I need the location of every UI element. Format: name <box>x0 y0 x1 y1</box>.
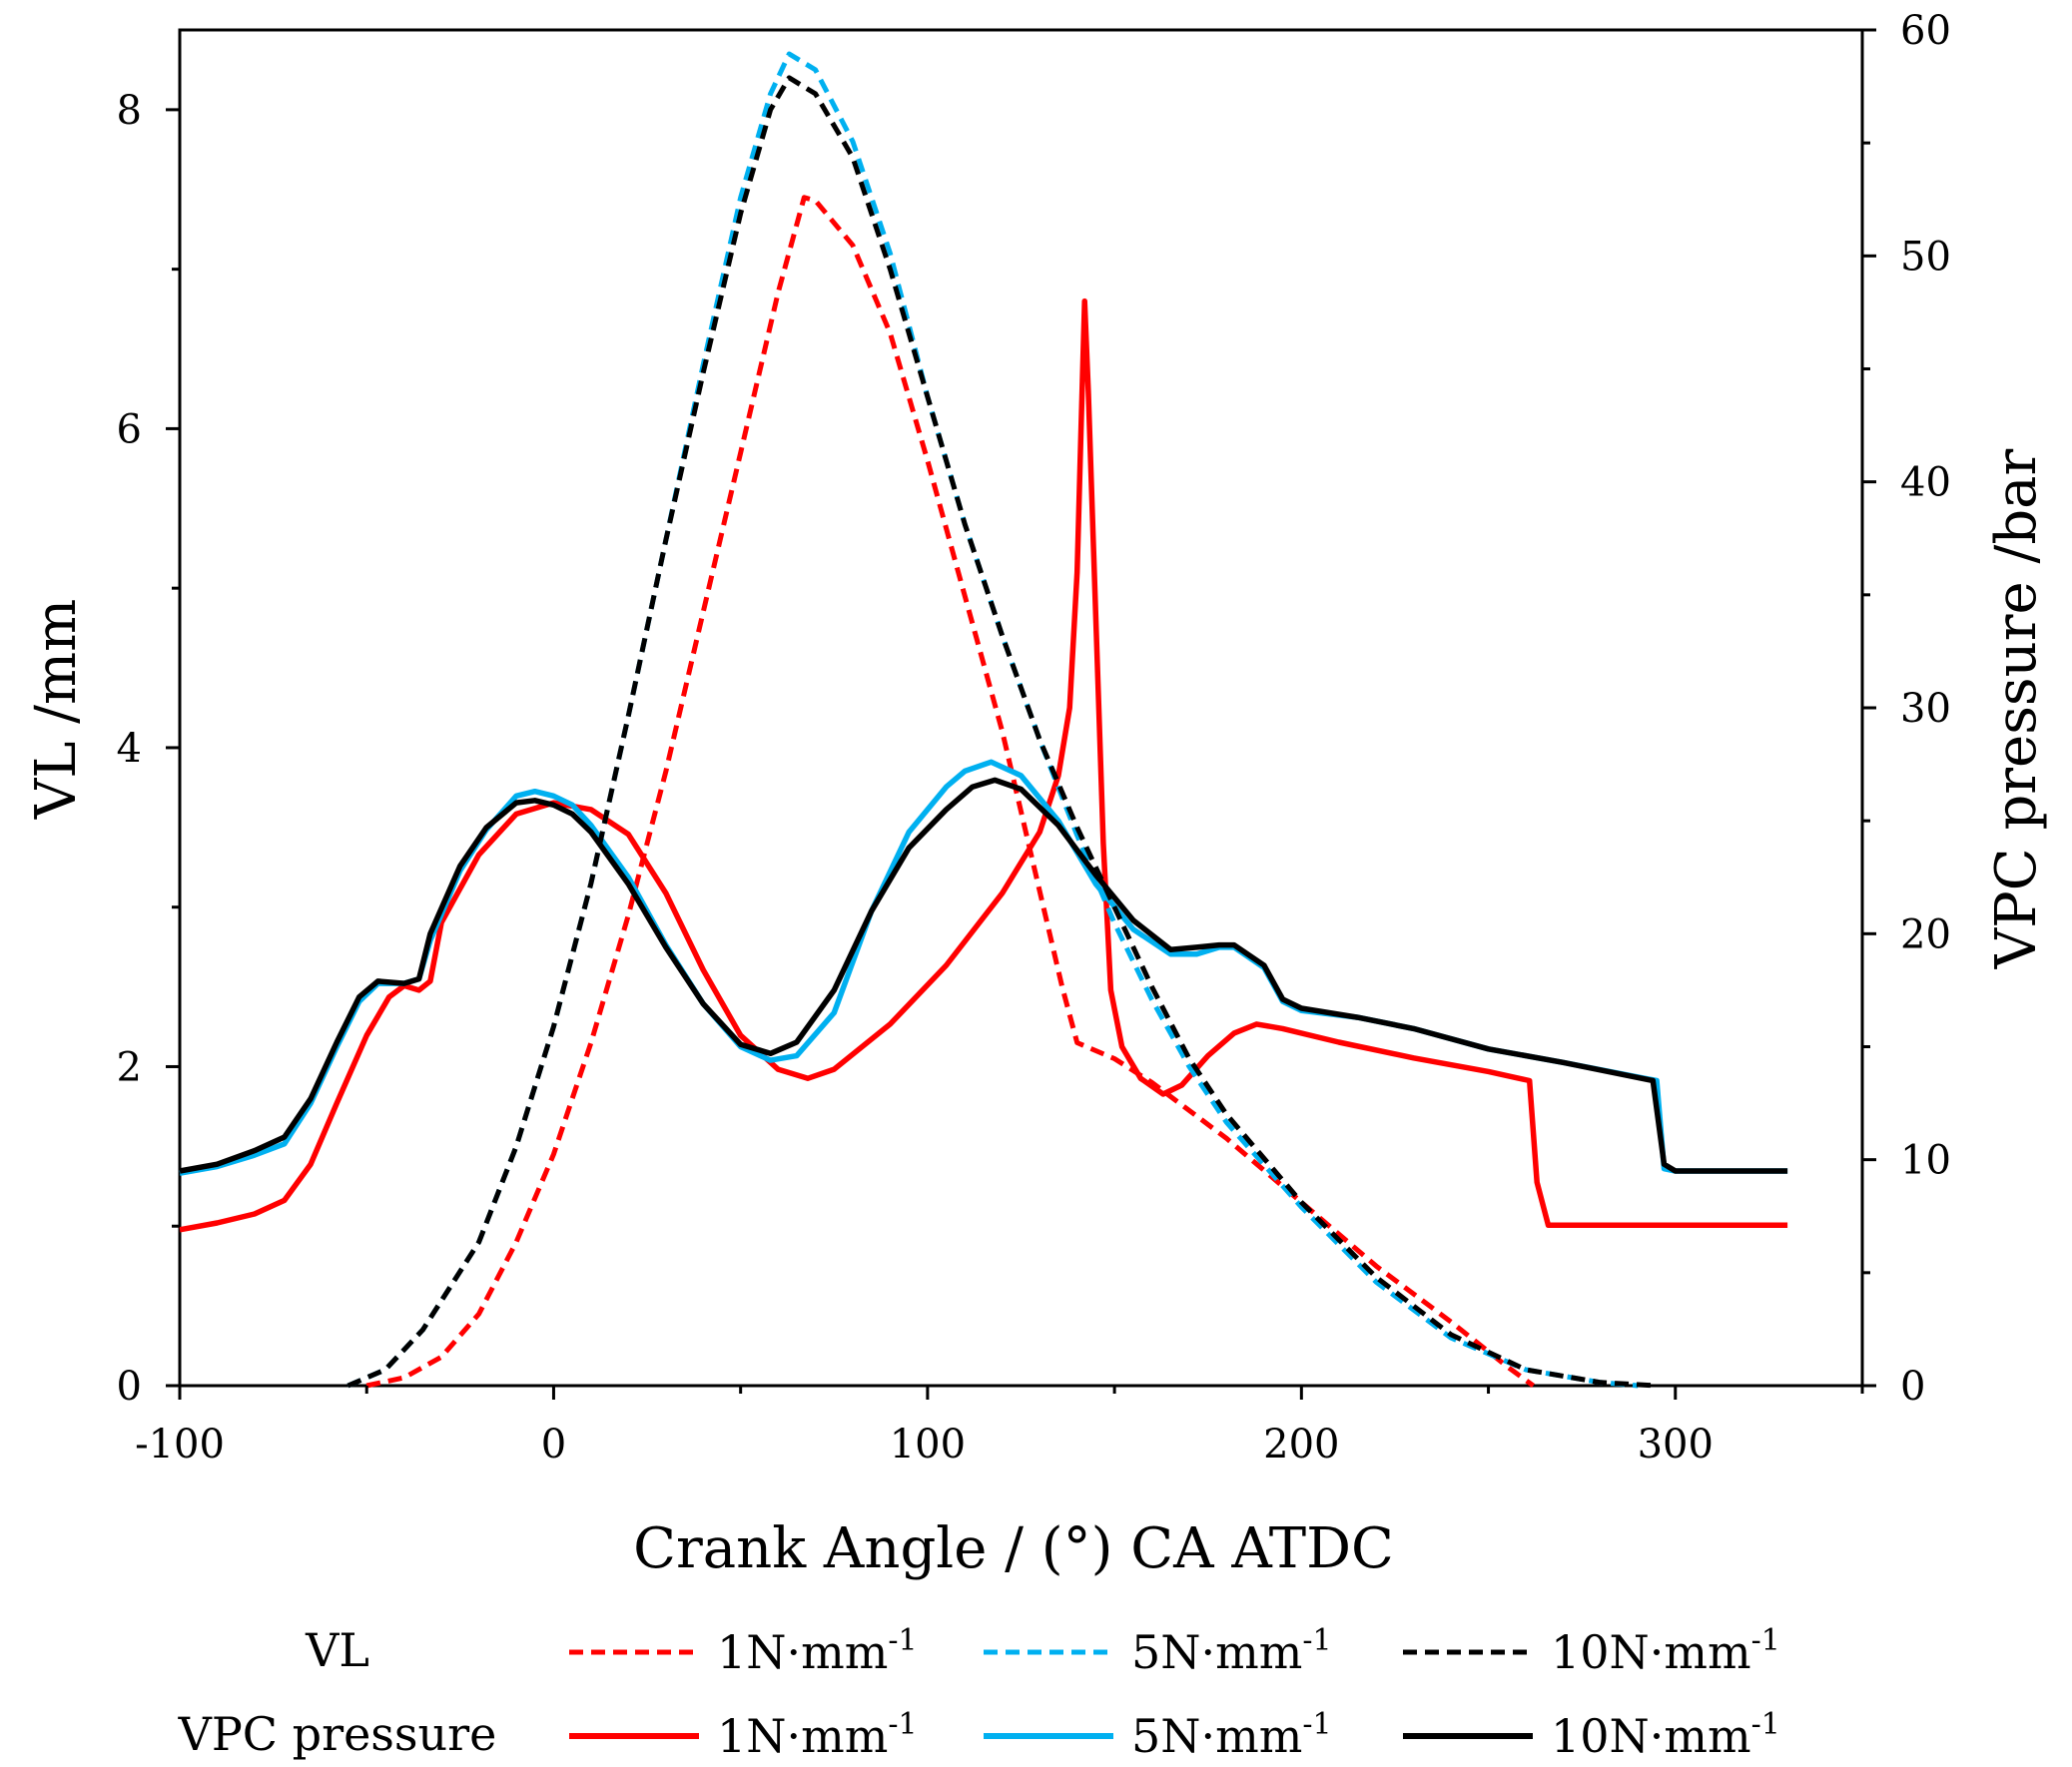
y-right-tick-label: 10 <box>1900 1138 1951 1184</box>
x-tick-label: 300 <box>1638 1422 1714 1468</box>
y-right-tick-label: 40 <box>1900 460 1951 506</box>
plot-border <box>178 28 1864 1388</box>
legend-label-superscript: -1 <box>1302 1707 1331 1742</box>
series-layer <box>179 51 1788 1389</box>
y-right-tick-label: 60 <box>1900 8 1951 54</box>
x-axis-title: Crank Angle / (°) CA ATDC <box>633 1516 1394 1581</box>
series-line-vpc-pressure-1n-mm-1 <box>179 297 1788 1233</box>
legend-label-superscript: -1 <box>888 1623 917 1658</box>
ticks-layer: -100 0 100 200 300 0 2 4 6 8 0 10 20 30 40 50 60 <box>117 8 1951 1468</box>
legend-label-vpc-pressure-1n-mm-1: 1N·mm-1 <box>717 1707 918 1763</box>
legend-entries: 1N·mm-1 5N·mm-1 10N·mm-1 1N·mm-1 5N·mm-1 10N·… <box>569 1623 1780 1763</box>
legend-row-label-vpc-pressure: VPC pressure <box>178 1707 497 1761</box>
series-line-vl-5n-mm-1 <box>346 51 1639 1389</box>
legend-label-vl-5n-mm-1: 5N·mm-1 <box>1131 1623 1332 1679</box>
y-right-tick-label: 20 <box>1900 911 1951 957</box>
y-left-tick-label: 4 <box>117 726 142 772</box>
series-line-vl-10n-mm-1 <box>346 75 1658 1389</box>
legend-label-vpc-pressure-5n-mm-1: 5N·mm-1 <box>1131 1707 1332 1763</box>
x-tick-label: 0 <box>541 1422 566 1468</box>
series-line-vl-1n-mm-1 <box>365 195 1535 1389</box>
y-left-tick-label: 6 <box>117 406 142 452</box>
legend-label-vpc-pressure-10n-mm-1: 10N·mm-1 <box>1551 1707 1780 1763</box>
y-left-tick-label: 0 <box>117 1364 142 1410</box>
legend-label-superscript: -1 <box>1751 1707 1780 1742</box>
x-tick-label: 200 <box>1263 1422 1339 1468</box>
legend-row-label-vl: VL <box>305 1623 369 1677</box>
legend-label-superscript: -1 <box>1751 1623 1780 1658</box>
y-axis-left-title: VL /mm <box>24 599 89 821</box>
y-left-tick-label: 2 <box>117 1044 142 1090</box>
legend-label-vl-10n-mm-1: 10N·mm-1 <box>1551 1623 1780 1679</box>
legend-label-superscript: -1 <box>1302 1623 1331 1658</box>
x-tick-label: -100 <box>135 1422 225 1468</box>
y-right-tick-label: 0 <box>1900 1364 1925 1410</box>
series-line-vpc-pressure-10n-mm-1 <box>179 777 1788 1174</box>
legend-label-superscript: -1 <box>888 1707 917 1742</box>
legend-label-vl-1n-mm-1: 1N·mm-1 <box>717 1623 918 1679</box>
y-right-tick-label: 30 <box>1900 686 1951 732</box>
plot-frame <box>178 28 1864 1388</box>
y-left-tick-label: 8 <box>117 88 142 134</box>
y-axis-right-title: VPC pressure /bar <box>1984 448 2049 969</box>
y-right-tick-label: 50 <box>1900 234 1951 280</box>
x-tick-label: 100 <box>890 1422 966 1468</box>
legend: VL VPC pressure 1N·mm-1 5N·mm-1 10N·mm-11N… <box>178 1623 1780 1763</box>
